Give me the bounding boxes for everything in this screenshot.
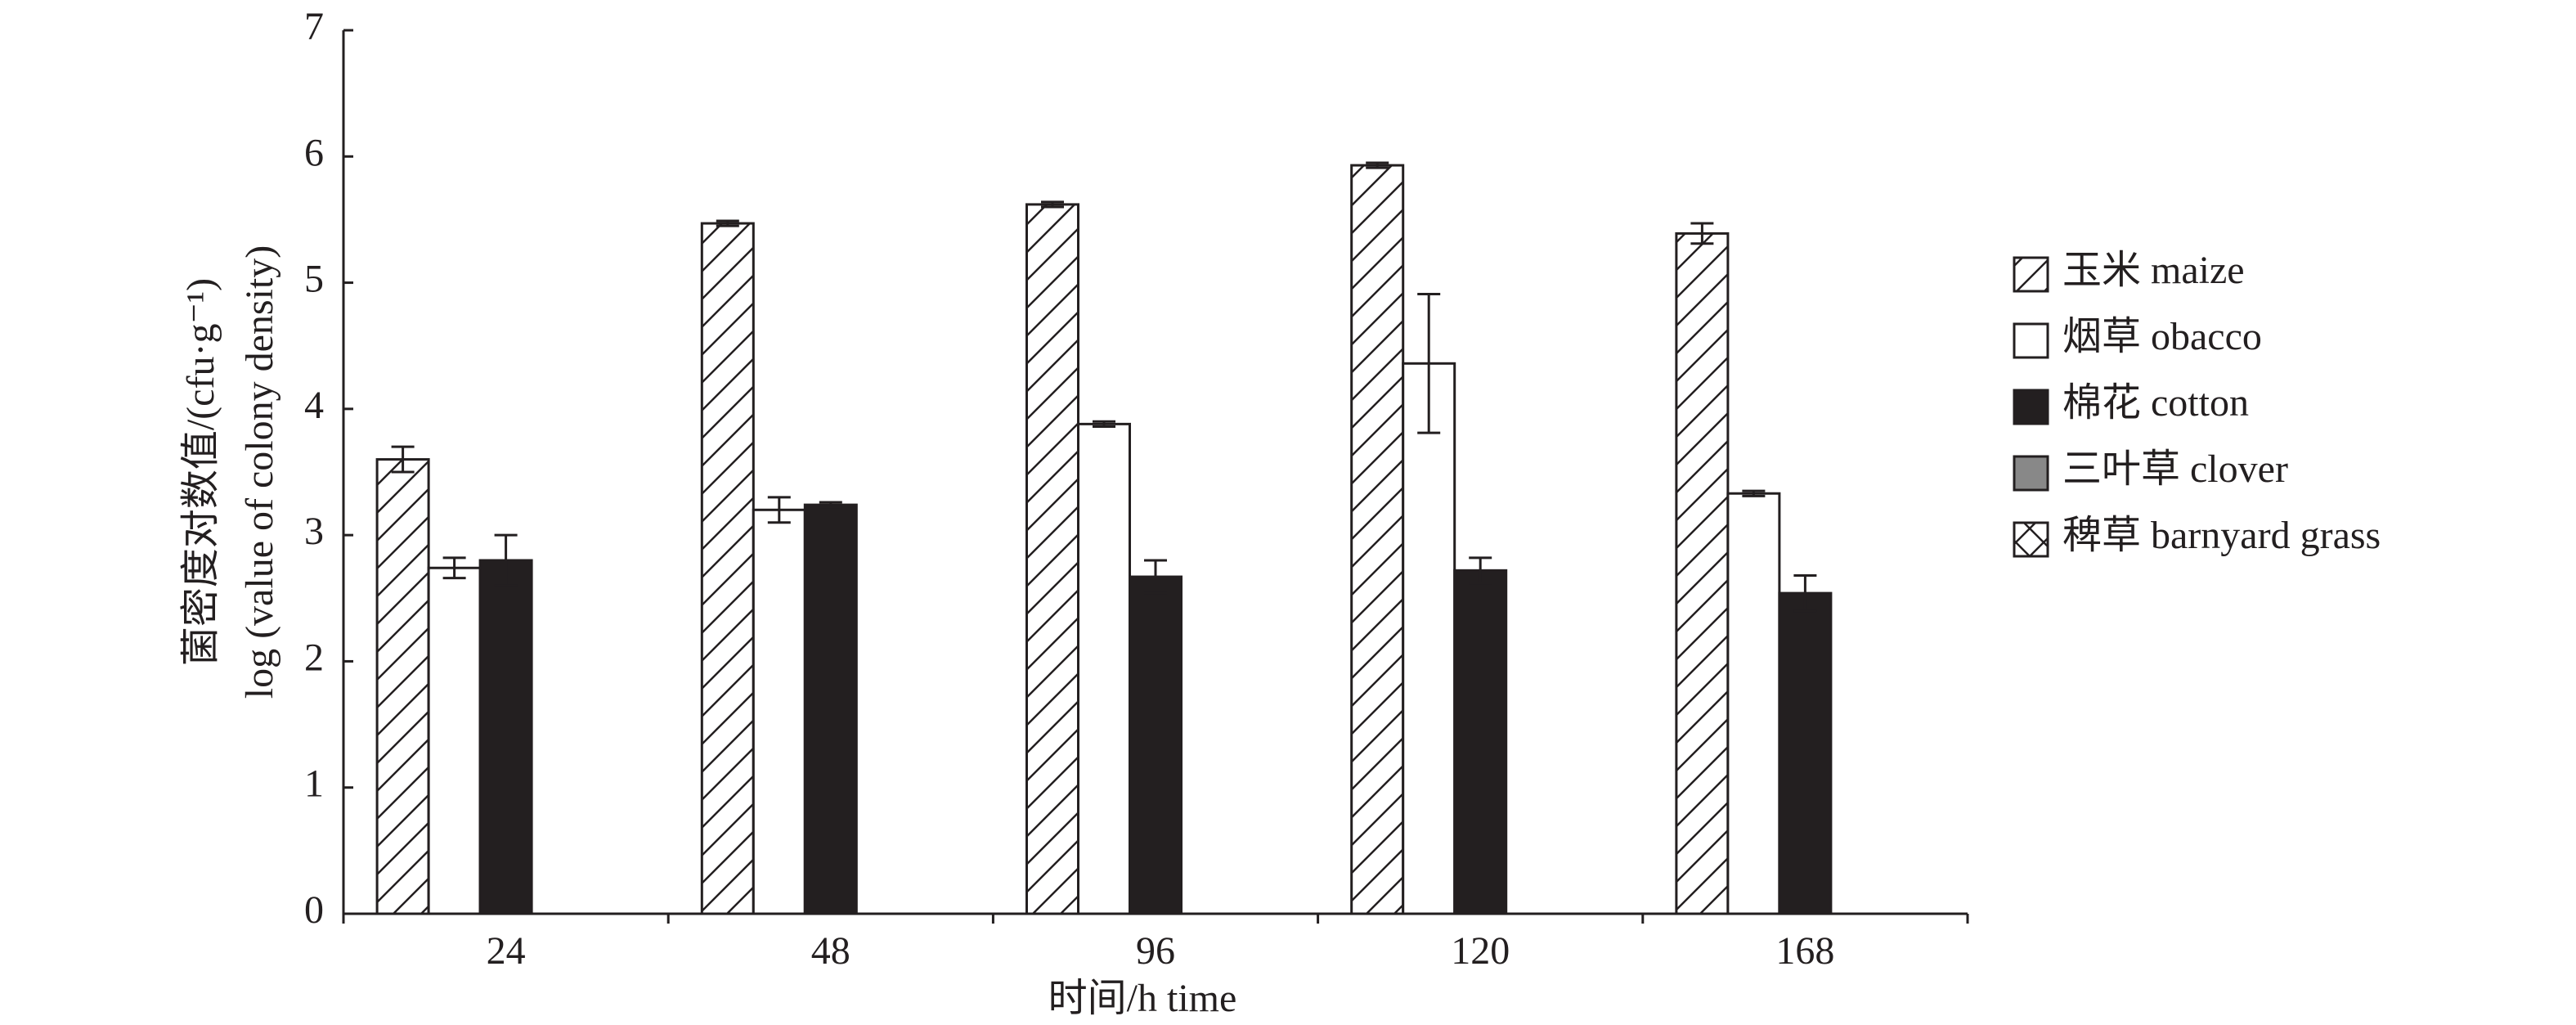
bar <box>700 222 755 915</box>
x-tick-label: 48 <box>811 929 850 973</box>
y-tick-label: 3 <box>304 510 324 553</box>
bar <box>803 503 858 915</box>
bar <box>1402 362 1456 915</box>
x-tick-label: 168 <box>1775 929 1834 973</box>
bar <box>375 458 430 915</box>
legend-swatch <box>2013 455 2049 492</box>
y-tick-label: 6 <box>304 131 324 174</box>
y-tick-label: 7 <box>304 5 324 48</box>
y-axis-title: log (value of colony density) <box>238 245 281 699</box>
y-axis-title: 菌密度对数值/(cfu·g⁻¹) <box>179 278 222 666</box>
bar <box>1675 232 1730 915</box>
bar <box>1077 422 1131 915</box>
bar <box>1350 164 1405 915</box>
bar <box>752 508 806 915</box>
bar <box>478 559 533 915</box>
y-tick-label: 2 <box>304 636 324 679</box>
y-tick-label: 1 <box>304 762 324 806</box>
bar <box>1778 591 1833 915</box>
y-tick-label: 4 <box>304 384 324 427</box>
x-tick-label: 96 <box>1136 929 1175 973</box>
legend-swatch <box>2013 521 2049 558</box>
legend-swatch <box>2013 389 2049 425</box>
bar <box>427 566 482 915</box>
legend-label: 玉米 maize <box>2062 249 2245 292</box>
legend-label: 稗草 barnyard grass <box>2062 514 2381 557</box>
x-tick-label: 24 <box>487 929 526 973</box>
bar <box>1129 575 1183 915</box>
legend-swatch <box>2013 256 2049 293</box>
x-tick-label: 120 <box>1451 929 1510 973</box>
legend-label: 烟草 obacco <box>2062 315 2262 358</box>
bar <box>1453 569 1508 915</box>
legend-swatch <box>2013 322 2049 359</box>
y-tick-label: 5 <box>304 258 324 301</box>
legend-label: 三叶草 clover <box>2062 447 2288 491</box>
legend-label: 棉花 cotton <box>2062 381 2249 425</box>
x-axis-title: 时间/h time <box>1048 977 1237 1020</box>
bar <box>1726 492 1781 915</box>
y-tick-label: 0 <box>304 888 324 932</box>
bar <box>1025 203 1079 915</box>
